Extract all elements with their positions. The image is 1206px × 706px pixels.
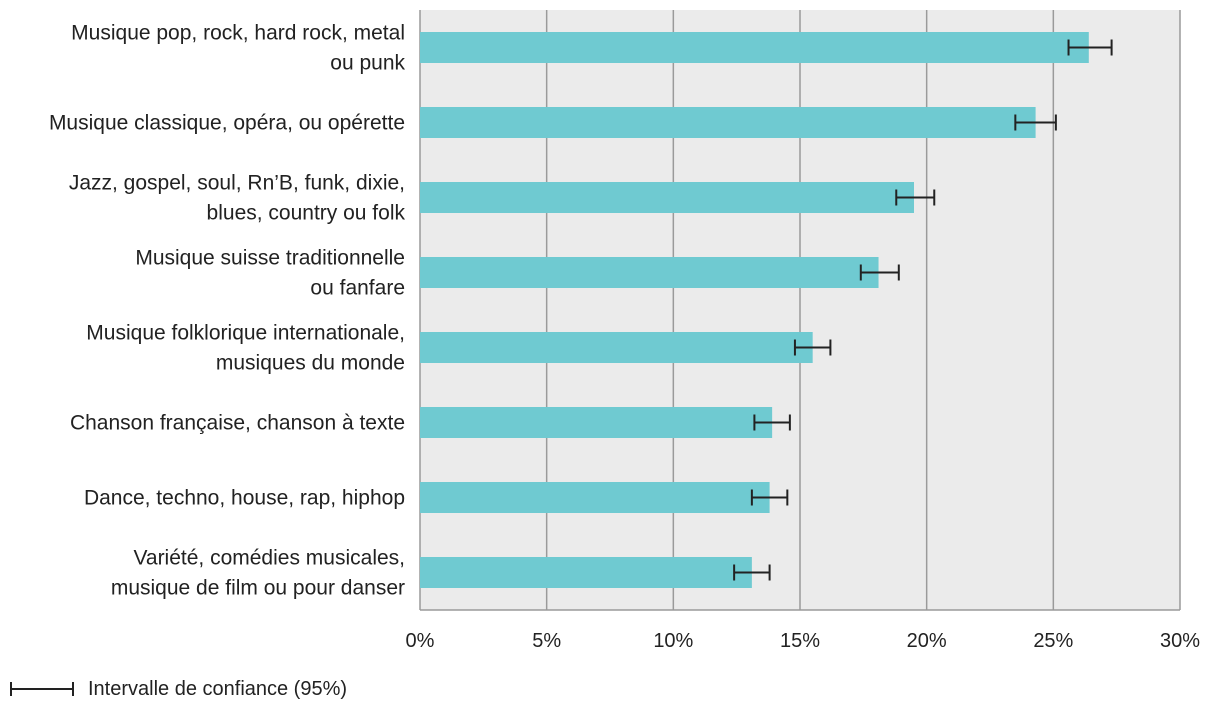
error-bar bbox=[1067, 39, 1113, 56]
category-label: Dance, techno, house, rap, hiphop bbox=[84, 487, 405, 510]
bar bbox=[420, 407, 773, 438]
error-bar bbox=[750, 489, 789, 506]
legend: Intervalle de confiance (95%) bbox=[10, 676, 347, 702]
error-bar bbox=[859, 264, 900, 281]
error-bar bbox=[895, 189, 936, 206]
error-bar bbox=[793, 339, 832, 356]
x-tick-label: 25% bbox=[1033, 630, 1073, 652]
category-label: Chanson française, chanson à texte bbox=[70, 412, 405, 435]
x-tick-labels: 0% 5% 10% 15% 20% 25% 30% bbox=[406, 630, 1201, 652]
bar bbox=[420, 332, 813, 363]
bar bbox=[420, 482, 770, 513]
bar bbox=[420, 182, 914, 213]
x-tick-label: 30% bbox=[1160, 630, 1200, 652]
category-label: Musique classique, opéra, ou opérette bbox=[49, 112, 405, 135]
category-label: Variété, comédies musicales, musique de f… bbox=[111, 547, 405, 600]
x-tick-label: 10% bbox=[653, 630, 693, 652]
bar bbox=[420, 107, 1036, 138]
bar bbox=[420, 557, 752, 588]
error-bar bbox=[1014, 114, 1057, 131]
category-label: Musique folklorique internationale, musiq… bbox=[86, 322, 405, 375]
error-bars bbox=[733, 39, 1113, 581]
x-tick-label: 15% bbox=[780, 630, 820, 652]
bars bbox=[420, 32, 1089, 588]
bar bbox=[420, 257, 879, 288]
category-label: Musique pop, rock, hard rock, metal ou pu… bbox=[71, 22, 405, 75]
confidence-interval-legend-icon bbox=[10, 682, 74, 696]
x-tick-label: 0% bbox=[406, 630, 435, 652]
error-bar bbox=[733, 564, 771, 581]
x-tick-label: 20% bbox=[907, 630, 947, 652]
category-label: Musique suisse traditionnelle ou fanfare bbox=[135, 247, 405, 300]
category-label: Jazz, gospel, soul, Rn’B, funk, dixie, bl… bbox=[69, 172, 406, 225]
legend-label: Intervalle de confiance (95%) bbox=[88, 677, 348, 700]
x-tick-label: 5% bbox=[532, 630, 561, 652]
bar bbox=[420, 32, 1089, 63]
error-bar bbox=[753, 414, 791, 431]
category-labels: Musique pop, rock, hard rock, metal ou pu… bbox=[49, 22, 406, 600]
